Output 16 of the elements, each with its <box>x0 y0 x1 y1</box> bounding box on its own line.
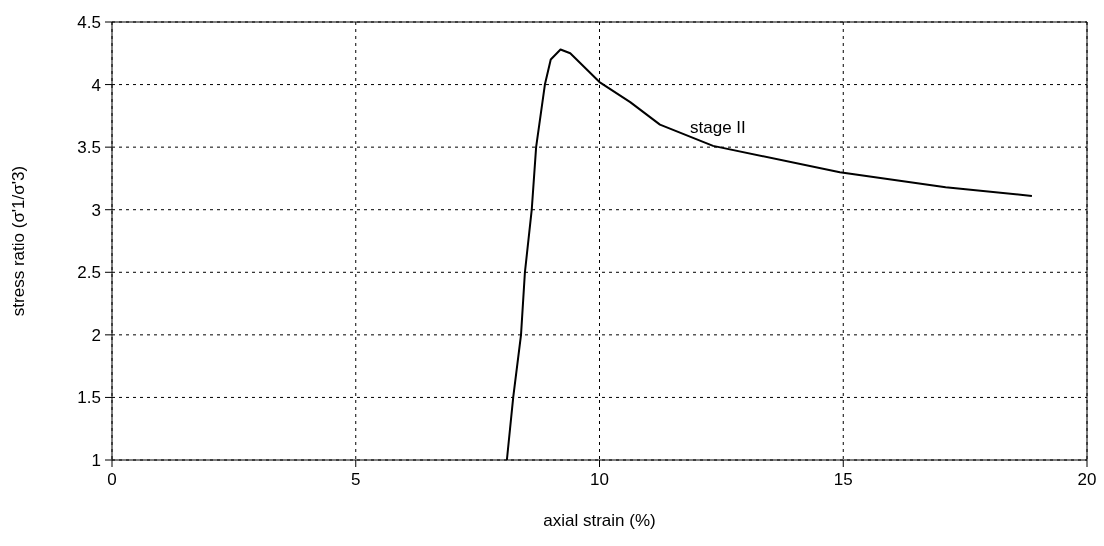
y-tick-label: 3.5 <box>77 138 101 158</box>
x-tick-label: 10 <box>590 470 609 490</box>
y-tick-label: 2.5 <box>77 263 101 283</box>
x-tick-label: 20 <box>1077 470 1097 490</box>
y-tick-label: 1 <box>91 451 101 471</box>
y-tick-label: 1.5 <box>77 388 101 408</box>
x-axis-title: axial strain (%) <box>543 511 656 530</box>
y-axis-title: stress ratio (σ'1/σ'3) <box>9 165 29 317</box>
y-tick-label: 3 <box>91 200 101 220</box>
y-tick-label: 4.5 <box>77 13 101 33</box>
x-tick-label: 5 <box>351 470 361 490</box>
y-tick-label: 2 <box>91 325 101 345</box>
x-tick-label: 15 <box>833 470 853 490</box>
x-tick-label: 0 <box>107 470 117 490</box>
y-tick-label: 4 <box>91 75 101 95</box>
annotation: stage II <box>690 118 746 138</box>
